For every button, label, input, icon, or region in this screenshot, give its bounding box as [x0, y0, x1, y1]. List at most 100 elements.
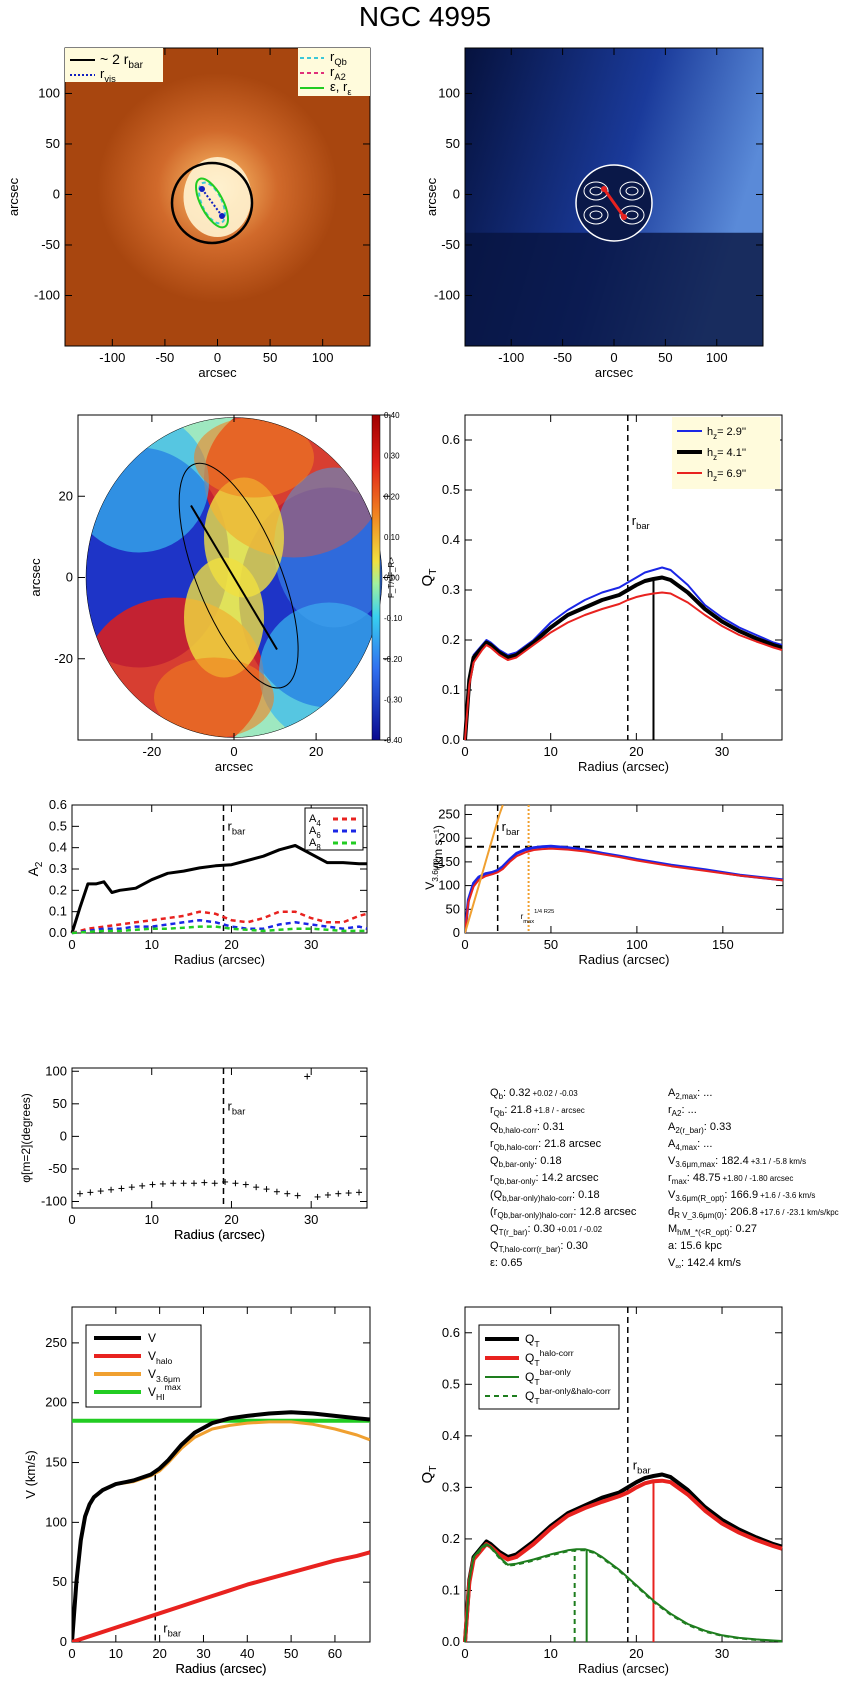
phase-point: [180, 1180, 187, 1187]
galaxy-image-left: -100 -50 0 50 100 100 50 0 -50 -100 arcsec arcsec ~ …: [6, 47, 371, 380]
force-map: -20 0 20 20 0 -20 arcsec arcsec 0.40 0.30 0.20 0.10…: [28, 411, 403, 774]
legend-label: QThalo-corr: [525, 1348, 574, 1368]
x-tick-label: 20: [629, 744, 643, 759]
param-right-row: Mh/M_*(<R_opt): 0.27: [668, 1221, 848, 1238]
param-subscript: T(r_bar): [498, 1228, 528, 1238]
legend-label: hz= 6.9'': [707, 468, 746, 483]
x-tick-label: -100: [99, 350, 125, 365]
param-left-row: rQb,bar-only: 14.2 arcsec: [490, 1170, 670, 1187]
x-tick-label: 0: [230, 744, 237, 759]
vcurves-chart: 0 10 20 30 40 50 60 0 50 100 150 200 250 Radius (arcs…: [23, 1306, 371, 1676]
param-subscript: b,bar-only: [498, 1160, 535, 1170]
galaxy-core: [183, 157, 252, 237]
phase-point: [273, 1188, 280, 1195]
qt-chart-panel: 0 10 20 30 0.0 0.1 0.2 0.3 0.4 0.5 0.6 Radius (arcs…: [419, 400, 850, 790]
qt-series-2: [464, 591, 783, 741]
rvis-line: [201, 188, 223, 217]
y-tick-label: 0.1: [442, 1582, 460, 1597]
phase-point: [232, 1180, 239, 1187]
y-tick-label: 0.5: [49, 818, 67, 833]
param-error: +1.8 / - arcsec: [533, 1106, 585, 1115]
x-tick-label: 50: [284, 1646, 298, 1661]
y-axis-unit: (km s⁻¹): [431, 825, 445, 869]
y-tick-label: 250: [438, 806, 460, 821]
x-tick-label: 30: [196, 1646, 210, 1661]
y-tick-label: 50: [446, 901, 460, 916]
plot-frame: [71, 1306, 371, 1643]
x-tick-label: 100: [626, 937, 648, 952]
y-tick-label: 0: [53, 186, 60, 201]
y-tick-label: 0.0: [49, 925, 67, 940]
bar-ellipse: [178, 462, 299, 689]
param-subscript: Qb,bar-only: [493, 1177, 536, 1187]
y-axis-label: V3.6μm: [423, 858, 440, 889]
parameters-left-column: Qb: 0.32 +0.02 / -0.03 rQb: 21.8 +1.8 / - a…: [490, 1085, 670, 1272]
phase-point: [128, 1184, 135, 1191]
a2-chart: 0 10 20 30 0.0 0.1 0.2 0.3 0.4 0.5 0.6 A2 Radius (ar…: [25, 797, 368, 967]
x-tick-label: 50: [263, 350, 277, 365]
phase-point: [314, 1193, 321, 1200]
phase-point: [324, 1191, 331, 1198]
y-tick-label: 0.0: [442, 1634, 460, 1649]
y-axis-label: A2: [25, 862, 45, 877]
param-right-row: A2,max: ...: [668, 1085, 848, 1102]
a2-series-1: [71, 910, 368, 935]
y-tick-label: 0.4: [442, 532, 460, 547]
rvis-endpoint: [219, 212, 226, 219]
param-symbol: Q: [490, 1087, 499, 1099]
rbar-label: rbar: [502, 819, 520, 837]
param-value: : ...: [681, 1104, 697, 1116]
param-value: : 206.8: [724, 1206, 758, 1218]
param-left-row: QT(r_bar): 0.30 +0.01 / -0.02: [490, 1221, 670, 1238]
param-symbol: (Q: [490, 1189, 503, 1201]
param-right-row: rA2: ...: [668, 1102, 848, 1119]
vcurve-series-1: [72, 1550, 370, 1642]
colorbar-tick-label: 0.20: [384, 492, 400, 501]
legend-label-ra2: rA2: [330, 64, 346, 82]
y-tick-label: 50: [46, 136, 60, 151]
field-blob: [194, 417, 314, 498]
param-right-row: rmax: 48.75 +1.80 / -1.80 arcsec: [668, 1170, 848, 1187]
y-tick-label: 100: [438, 85, 460, 100]
y-tick-label: 0.3: [49, 861, 67, 876]
param-subscript: R V_3.6μm(0): [674, 1211, 725, 1221]
phase-point: [356, 1189, 363, 1196]
legend-label: hz= 2.9'': [707, 426, 746, 441]
x-axis-label: arcsec: [198, 365, 237, 380]
param-subscript: A2: [671, 1109, 682, 1119]
phase-point: [335, 1190, 342, 1197]
param-value: : ...: [697, 1087, 713, 1099]
rbar-label: rbar: [227, 1098, 245, 1116]
param-right-row: V∞: 142.4 km/s: [668, 1255, 848, 1272]
x-axis-label: Radius (arcsec): [578, 1661, 669, 1676]
phase-point: [76, 1190, 83, 1197]
y-tick-label: 100: [45, 1514, 67, 1529]
param-subscript: 2,max: [675, 1092, 698, 1102]
param-symbol: ε: [490, 1257, 495, 1269]
x-tick-label: 40: [240, 1646, 254, 1661]
param-subscript: h/M_*(<R_opt): [677, 1228, 730, 1238]
a2-chart-panel: 0 10 20 30 0.0 0.1 0.2 0.3 0.4 0.5 0.6 A2 Radius (ar…: [0, 797, 430, 1050]
field-blob: [86, 417, 209, 553]
phase-point: [253, 1184, 260, 1191]
param-value: : 21.8 arcsec: [538, 1138, 602, 1150]
param-value: : 0.33: [703, 1121, 732, 1133]
field-blob: [154, 657, 274, 738]
param-symbol: r: [490, 1138, 494, 1150]
param-value: : 166.9: [724, 1189, 759, 1201]
x-tick-label: 10: [109, 1646, 123, 1661]
x-tick-label: 100: [706, 350, 728, 365]
param-left-row: rQb,halo-corr: 21.8 arcsec: [490, 1136, 670, 1153]
param-value: : 0.65: [494, 1257, 523, 1269]
x-tick-label: 20: [152, 1646, 166, 1661]
parameters-right-column: A2,max: ... rA2: ... A2(r_bar): 0.33 A4,max…: [668, 1085, 848, 1272]
x-tick-label: 0: [461, 1646, 468, 1661]
param-left-row: rQb: 21.8 +1.8 / - arcsec: [490, 1102, 670, 1119]
param-value: : 0.18: [572, 1189, 600, 1201]
x-tick-label: 0: [68, 1646, 75, 1661]
y-tick-label: 0.5: [442, 482, 460, 497]
qtcorr-chart-panel: 0 10 20 30 0.0 0.1 0.2 0.3 0.4 0.5 0.6 Radius (arcs…: [419, 1295, 850, 1700]
param-symbol: d: [668, 1206, 675, 1218]
phase-point: [139, 1182, 146, 1189]
colorbar-tick-label: -0.20: [384, 655, 403, 664]
